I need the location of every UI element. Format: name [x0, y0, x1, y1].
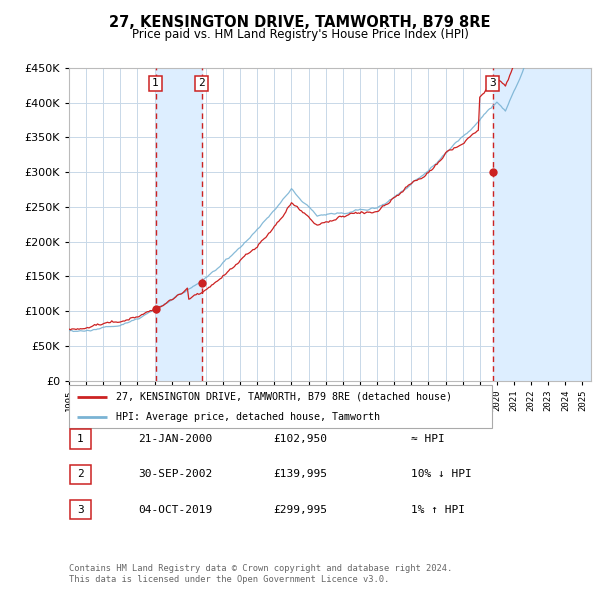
Text: 27, KENSINGTON DRIVE, TAMWORTH, B79 8RE (detached house): 27, KENSINGTON DRIVE, TAMWORTH, B79 8RE …	[116, 392, 452, 402]
Text: 04-OCT-2019: 04-OCT-2019	[138, 505, 212, 514]
Text: Contains HM Land Registry data © Crown copyright and database right 2024.: Contains HM Land Registry data © Crown c…	[69, 565, 452, 573]
Text: 2: 2	[198, 78, 205, 88]
Text: 10% ↓ HPI: 10% ↓ HPI	[411, 470, 472, 479]
Bar	[493, 68, 591, 381]
Text: 21-JAN-2000: 21-JAN-2000	[138, 434, 212, 444]
Text: £139,995: £139,995	[273, 470, 327, 479]
Bar	[155, 68, 202, 381]
Text: 1: 1	[152, 78, 159, 88]
Text: 3: 3	[489, 78, 496, 88]
Text: £102,950: £102,950	[273, 434, 327, 444]
Text: 2: 2	[77, 470, 84, 479]
Text: HPI: Average price, detached house, Tamworth: HPI: Average price, detached house, Tamw…	[116, 412, 380, 421]
FancyBboxPatch shape	[70, 430, 91, 448]
FancyBboxPatch shape	[70, 500, 91, 519]
Text: £299,995: £299,995	[273, 505, 327, 514]
Text: Price paid vs. HM Land Registry's House Price Index (HPI): Price paid vs. HM Land Registry's House …	[131, 28, 469, 41]
Text: 3: 3	[77, 505, 84, 514]
Text: 27, KENSINGTON DRIVE, TAMWORTH, B79 8RE: 27, KENSINGTON DRIVE, TAMWORTH, B79 8RE	[109, 15, 491, 30]
Text: 1: 1	[77, 434, 84, 444]
Text: 1% ↑ HPI: 1% ↑ HPI	[411, 505, 465, 514]
Text: This data is licensed under the Open Government Licence v3.0.: This data is licensed under the Open Gov…	[69, 575, 389, 584]
FancyBboxPatch shape	[70, 465, 91, 484]
Text: 30-SEP-2002: 30-SEP-2002	[138, 470, 212, 479]
FancyBboxPatch shape	[69, 385, 492, 428]
Text: ≈ HPI: ≈ HPI	[411, 434, 445, 444]
